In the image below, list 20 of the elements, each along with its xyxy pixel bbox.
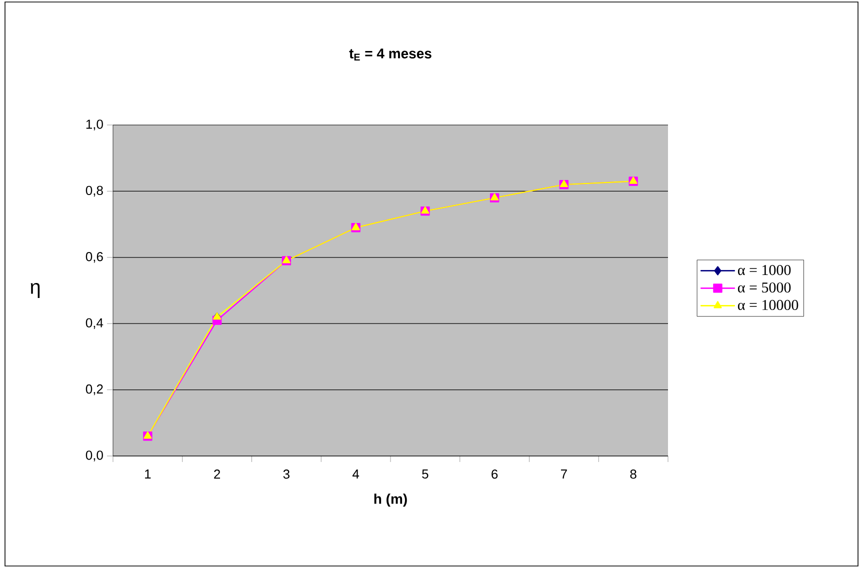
x-tick-label: 1: [145, 470, 151, 478]
y-tick-label: 0,2: [86, 384, 103, 396]
x-tick-label: 2: [214, 470, 220, 479]
y-axis-title: η: [30, 283, 40, 298]
x-tick-label: 8: [630, 470, 636, 479]
y-tick-label: 0,0: [86, 450, 103, 462]
y-tick-label: 1,0: [86, 120, 103, 130]
x-tick-label: 7: [561, 470, 567, 478]
x-tick-label: 3: [283, 470, 290, 479]
x-axis-title: h (m): [374, 494, 407, 507]
y-tick-label: 0,8: [86, 186, 103, 197]
x-tick-label: 5: [422, 470, 428, 479]
chart-title: t$_{E}$ = 4 meses: [349, 48, 432, 60]
x-tick-label: 6: [492, 470, 498, 479]
y-tick-label: 0,6: [86, 252, 103, 263]
y-tick-label: 0,4: [86, 318, 104, 329]
legend-label: α = 1000: [738, 264, 791, 276]
legend-label: α = 5000: [738, 282, 791, 293]
x-tick-label: 4: [352, 470, 360, 478]
legend-label: α = 10000: [738, 300, 798, 310]
